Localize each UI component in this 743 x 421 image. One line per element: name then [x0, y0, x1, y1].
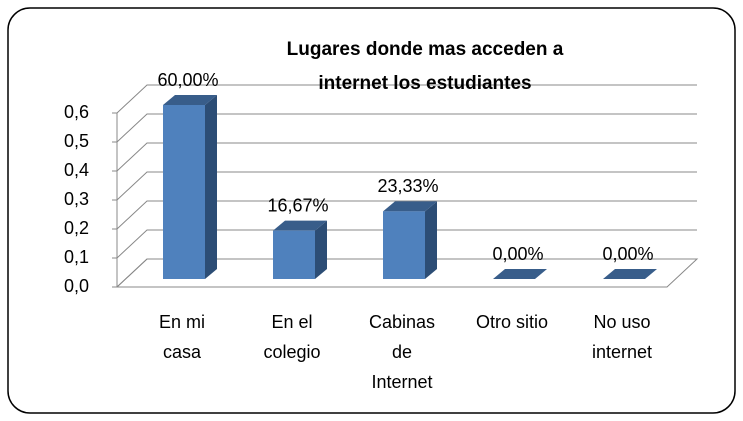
grid-line — [116, 229, 697, 259]
data-label: 0,00% — [492, 244, 543, 264]
x-tick-label: Cabinas de Internet — [369, 312, 435, 392]
x-tick-label: En mi casa — [159, 312, 205, 362]
data-label: 60,00% — [157, 70, 218, 90]
bar-side — [205, 95, 217, 279]
grid-line — [116, 113, 697, 143]
grid-line — [116, 84, 697, 114]
y-tick-label: 0,6 — [64, 102, 89, 122]
bar — [273, 230, 315, 279]
bar-top — [493, 269, 547, 279]
data-label: 23,33% — [377, 176, 438, 196]
x-tick-label: Otro sitio — [476, 312, 548, 332]
grid-line — [116, 258, 697, 288]
chart-title: Lugares donde mas acceden a internet los … — [287, 39, 564, 94]
grid-line — [116, 171, 697, 201]
bar-side — [425, 201, 437, 279]
y-tick-label: 0,1 — [64, 247, 89, 267]
bar-top — [603, 269, 657, 279]
data-label: 16,67% — [267, 195, 328, 215]
y-tick-label: 0,0 — [64, 276, 89, 296]
grid-line — [116, 142, 697, 172]
y-tick-label: 0,5 — [64, 131, 89, 151]
bar-top — [163, 95, 217, 105]
x-tick-label: En el colegio — [263, 312, 320, 362]
data-label: 0,00% — [602, 244, 653, 264]
bar — [383, 211, 425, 279]
grid-line — [116, 200, 697, 230]
bar-top — [273, 220, 327, 231]
x-tick-label: No uso internet — [592, 312, 652, 362]
y-tick-label: 0,4 — [64, 160, 89, 180]
bar-top — [383, 201, 437, 212]
bar-side — [315, 220, 327, 279]
bar — [163, 105, 205, 279]
y-tick-label: 0,3 — [64, 189, 89, 209]
y-tick-label: 0,2 — [64, 218, 89, 238]
